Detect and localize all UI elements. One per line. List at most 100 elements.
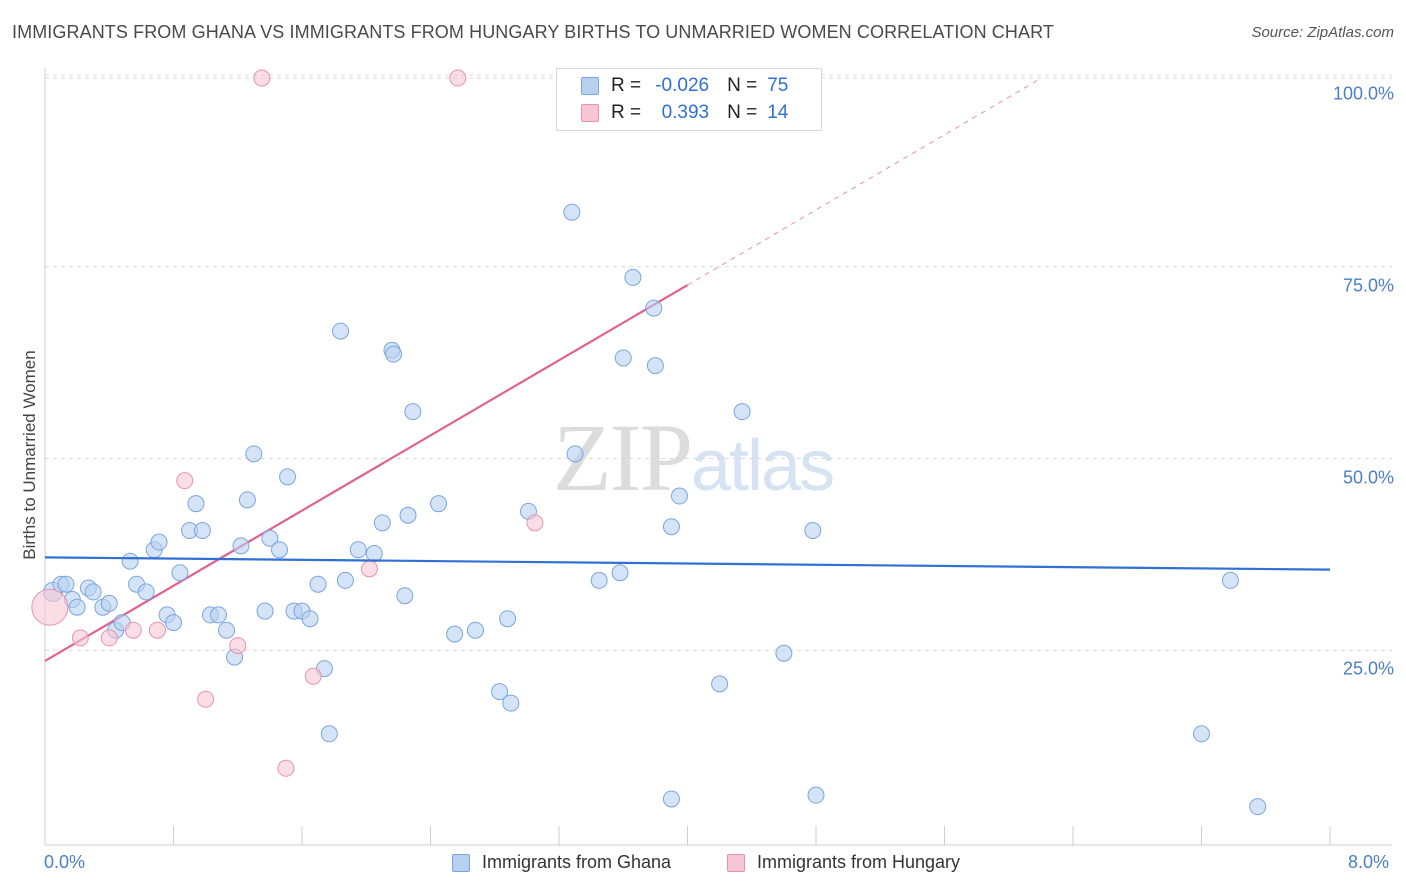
ghana-point bbox=[332, 322, 350, 340]
x-tick-max: 8.0% bbox=[1348, 852, 1390, 872]
ghana-point bbox=[150, 533, 168, 551]
hungary-point bbox=[71, 629, 89, 647]
legend-row-hungary: R = 0.393 N = 14 bbox=[581, 100, 788, 126]
hungary-point bbox=[197, 690, 215, 708]
hungary-points bbox=[31, 69, 544, 777]
ghana-point bbox=[446, 625, 464, 643]
ghana-point bbox=[336, 571, 354, 589]
hungary-point bbox=[176, 472, 194, 490]
ghana-n-value: 75 bbox=[767, 75, 789, 96]
hungary-trendline bbox=[44, 77, 1042, 662]
legend-n-label: N = bbox=[727, 102, 758, 123]
ghana-legend-label: Immigrants from Ghana bbox=[482, 852, 672, 872]
ghana-point bbox=[670, 487, 688, 505]
ghana-point bbox=[662, 518, 680, 536]
chart-title: IMMIGRANTS FROM GHANA VS IMMIGRANTS FROM… bbox=[12, 22, 1054, 42]
ghana-point bbox=[245, 445, 263, 463]
ghana-point bbox=[404, 403, 422, 421]
hungary-point bbox=[100, 629, 118, 647]
ghana-point bbox=[646, 357, 664, 375]
ghana-point bbox=[100, 594, 118, 612]
y-axis-label: Births to Unmarried Women bbox=[20, 350, 39, 560]
hungary-point bbox=[526, 514, 544, 532]
legend-item-ghana: Immigrants from Ghana bbox=[452, 852, 671, 873]
hungary-point bbox=[277, 759, 295, 777]
correlation-legend: R = -0.026 N = 75 R = 0.393 N = 14 bbox=[556, 68, 822, 131]
ghana-point bbox=[309, 575, 327, 593]
ghana-point bbox=[261, 529, 279, 547]
ghana-point bbox=[209, 606, 227, 624]
ghana-point bbox=[399, 506, 417, 524]
legend-item-hungary: Immigrants from Hungary bbox=[727, 852, 960, 873]
ghana-point bbox=[84, 583, 102, 601]
ghana-point bbox=[711, 675, 729, 693]
y-tick-label: 100.0% bbox=[1332, 83, 1394, 104]
ghana-point bbox=[137, 583, 155, 601]
ghana-point bbox=[614, 349, 632, 367]
ghana-point bbox=[301, 610, 319, 628]
ghana-point bbox=[171, 564, 189, 582]
ghana-point bbox=[430, 495, 448, 513]
x-tick-min: 0.0% bbox=[44, 852, 86, 872]
hungary-point bbox=[449, 69, 467, 87]
ghana-point bbox=[165, 614, 182, 632]
hungary-point bbox=[304, 667, 322, 685]
ghana-swatch bbox=[581, 77, 599, 95]
hungary-point bbox=[148, 621, 166, 639]
ghana-point bbox=[349, 541, 367, 559]
hungary-point bbox=[360, 560, 378, 578]
legend-r-label: R = bbox=[611, 102, 642, 123]
ghana-r-value: -0.026 bbox=[655, 75, 710, 96]
ghana-point bbox=[232, 537, 250, 555]
y-tick-label: 50.0% bbox=[1342, 467, 1394, 487]
ghana-point bbox=[193, 522, 211, 540]
y-tick-label: 75.0% bbox=[1342, 275, 1394, 296]
ghana-point bbox=[804, 522, 822, 540]
ghana-point bbox=[491, 683, 509, 701]
source-label: Source: ZipAtlas.com bbox=[1251, 24, 1394, 41]
ghana-point bbox=[271, 541, 289, 559]
hungary-legend-swatch bbox=[727, 853, 745, 872]
ghana-point bbox=[238, 491, 256, 509]
hungary-point bbox=[31, 588, 69, 626]
ghana-point bbox=[466, 621, 484, 639]
ghana-points bbox=[43, 203, 1267, 816]
ghana-point bbox=[396, 587, 414, 605]
ghana-point bbox=[121, 552, 139, 570]
ghana-point bbox=[807, 786, 825, 804]
y-tick-label: 25.0% bbox=[1342, 658, 1394, 679]
legend-row-ghana: R = -0.026 N = 75 bbox=[581, 73, 788, 99]
ghana-point bbox=[611, 564, 629, 582]
hungary-swatch bbox=[581, 104, 599, 122]
ghana-point bbox=[68, 598, 86, 616]
hungary-trend-extension bbox=[687, 77, 1042, 286]
ghana-point bbox=[1193, 725, 1210, 743]
hungary-legend-label: Immigrants from Hungary bbox=[757, 852, 961, 872]
axes bbox=[44, 68, 1392, 846]
watermark-atlas: atlas bbox=[691, 426, 835, 506]
ghana-point bbox=[775, 644, 793, 662]
ghana-point bbox=[502, 694, 520, 712]
ghana-point bbox=[385, 345, 403, 363]
hungary-n-value: 14 bbox=[767, 102, 789, 123]
legend-n-label: N = bbox=[727, 75, 758, 96]
ghana-point bbox=[57, 575, 75, 593]
ghana-point bbox=[373, 514, 391, 532]
ghana-point bbox=[187, 495, 205, 513]
ghana-point bbox=[590, 571, 608, 589]
ghana-point bbox=[279, 468, 297, 486]
legend-r-label: R = bbox=[611, 75, 642, 96]
ghana-point bbox=[256, 602, 274, 620]
ghana-point bbox=[1221, 571, 1239, 589]
ghana-point bbox=[499, 610, 517, 628]
hungary-r-value: 0.393 bbox=[661, 102, 710, 123]
ghana-point bbox=[320, 725, 338, 743]
ghana-legend-swatch bbox=[452, 853, 470, 872]
hungary-point bbox=[124, 621, 142, 639]
hungary-point bbox=[229, 637, 247, 655]
ghana-trendline bbox=[44, 556, 1331, 571]
ghana-point bbox=[662, 790, 680, 808]
ghana-point bbox=[566, 445, 584, 463]
ghana-point bbox=[624, 268, 642, 286]
